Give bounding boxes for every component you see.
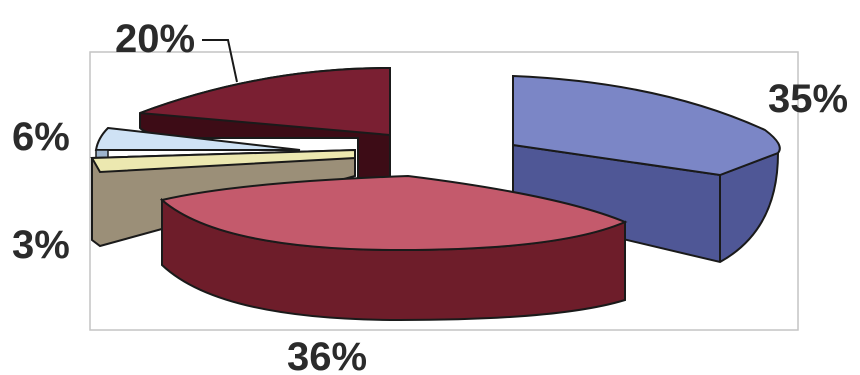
label-20: 20% xyxy=(115,17,195,61)
label-6: 6% xyxy=(12,115,70,159)
pie-slice-3-top xyxy=(90,148,356,174)
pie-slice-36 xyxy=(159,174,628,322)
pie-slice-20-top xyxy=(139,66,391,137)
label-3: 3% xyxy=(12,223,70,267)
pie-slice-36-top xyxy=(159,174,628,252)
pie-slice-20 xyxy=(139,66,391,179)
plot-area-frame xyxy=(89,51,799,331)
pie-slice-35 xyxy=(512,74,781,264)
pie-slice-35-top xyxy=(512,74,781,177)
label-35: 35% xyxy=(768,77,848,121)
label-36: 36% xyxy=(287,335,367,375)
leader-line-20 xyxy=(202,39,238,83)
